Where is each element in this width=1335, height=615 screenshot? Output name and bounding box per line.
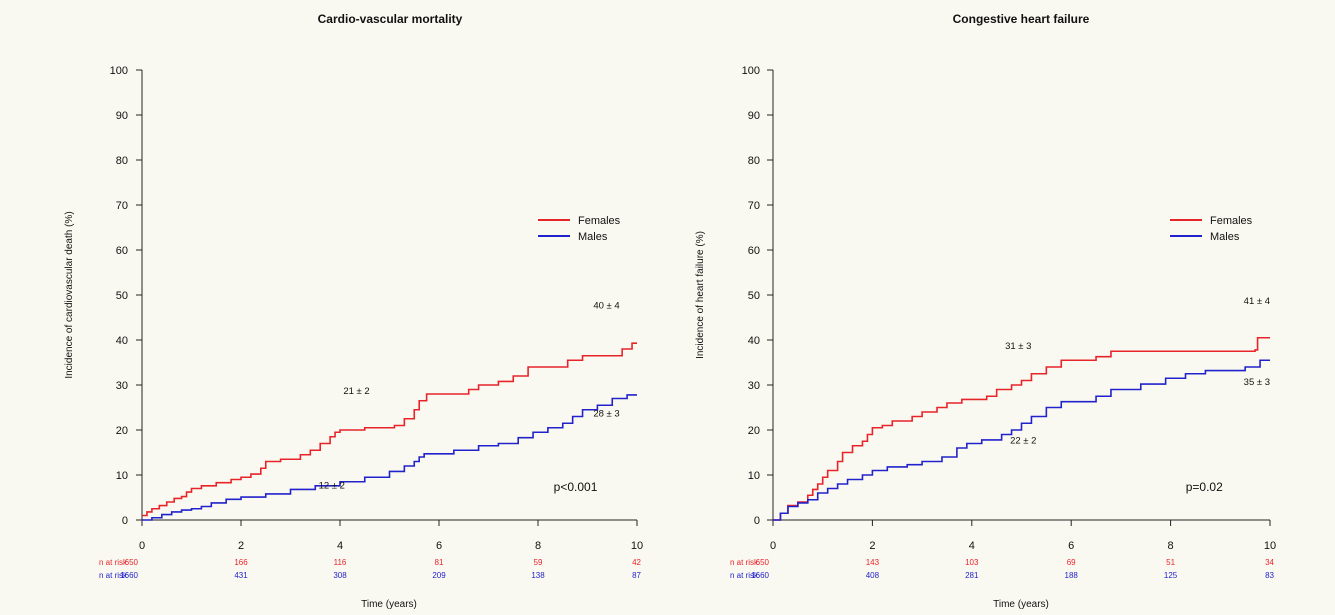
risk-value: 59 (534, 558, 543, 567)
y-tick-label: 70 (116, 200, 128, 212)
legend-label: Females (578, 215, 621, 227)
risk-value: 188 (1065, 571, 1079, 580)
risk-row-label: n at risk (99, 558, 128, 567)
legend-label: Males (1210, 231, 1240, 243)
y-tick-label: 30 (116, 380, 128, 392)
risk-value: 431 (234, 571, 248, 580)
annotation: 22 ± 2 (1010, 436, 1036, 447)
risk-value: 308 (333, 571, 347, 580)
x-tick-label: 10 (631, 540, 643, 552)
series-line-females (773, 336, 1270, 521)
x-tick-label: 2 (238, 540, 244, 552)
risk-value: 42 (632, 558, 641, 567)
y-tick-label: 60 (116, 245, 128, 257)
y-tick-label: 80 (748, 155, 760, 167)
risk-row-label: n at risk (730, 558, 759, 567)
annotation: 12 ± 2 (319, 481, 345, 492)
annotation: p<0.001 (554, 480, 598, 494)
risk-value: 650 (756, 558, 770, 567)
x-tick-label: 8 (535, 540, 541, 552)
x-axis-label: Time (years) (993, 599, 1049, 610)
y-tick-label: 30 (748, 380, 760, 392)
annotation: 40 ± 4 (593, 301, 619, 312)
risk-row-label: n at risk (730, 571, 759, 580)
y-tick-label: 0 (754, 515, 760, 527)
chart-panel-heart-failure: Congestive heart failure Time (years) In… (695, 12, 1276, 610)
y-tick-label: 20 (748, 425, 760, 437)
risk-value: 1660 (751, 571, 769, 580)
annotation: 41 ± 4 (1244, 296, 1270, 307)
y-axis-label: Incidence of cardiovascular death (%) (64, 211, 75, 378)
legend-label: Females (1210, 215, 1253, 227)
x-tick-label: 4 (969, 540, 975, 552)
x-tick-label: 6 (1068, 540, 1074, 552)
risk-value: 408 (866, 571, 880, 580)
risk-value: 34 (1265, 558, 1274, 567)
y-tick-label: 50 (116, 290, 128, 302)
x-tick-label: 0 (770, 540, 776, 552)
x-tick-label: 8 (1168, 540, 1174, 552)
legend-label: Males (578, 231, 608, 243)
risk-value: 138 (531, 571, 545, 580)
chart-panel-cv-mortality: Cardio-vascular mortality Time (years) I… (64, 12, 643, 610)
y-tick-label: 70 (748, 200, 760, 212)
x-tick-label: 0 (139, 540, 145, 552)
risk-value: 116 (334, 558, 347, 567)
series-line-males (142, 394, 637, 521)
x-tick-label: 2 (869, 540, 875, 552)
risk-row-label: n at risk (99, 571, 128, 580)
x-axis-label: Time (years) (361, 599, 417, 610)
y-tick-label: 20 (116, 425, 128, 437)
risk-value: 166 (234, 558, 248, 567)
annotation: 21 ± 2 (343, 386, 369, 397)
x-tick-label: 10 (1264, 540, 1276, 552)
series-line-females (142, 342, 637, 517)
annotation: 35 ± 3 (1244, 377, 1270, 388)
risk-value: 143 (866, 558, 880, 567)
y-tick-label: 90 (116, 110, 128, 122)
chart-title: Congestive heart failure (953, 12, 1090, 26)
y-tick-label: 0 (122, 515, 128, 527)
risk-value: 83 (1265, 571, 1274, 580)
y-tick-label: 80 (116, 155, 128, 167)
risk-value: 103 (965, 558, 979, 567)
risk-value: 209 (432, 571, 446, 580)
risk-value: 87 (632, 571, 641, 580)
y-tick-label: 10 (748, 470, 760, 482)
plot-area: 0 10 20 30 40 50 60 70 80 90 100 0 2 4 6 8 10 Females Male… (99, 65, 643, 580)
x-tick-label: 4 (337, 540, 343, 552)
y-tick-label: 40 (116, 335, 128, 347)
y-tick-label: 50 (748, 290, 760, 302)
x-tick-label: 6 (436, 540, 442, 552)
y-axis-label: Incidence of heart failure (%) (695, 231, 706, 359)
y-tick-label: 90 (748, 110, 760, 122)
y-tick-label: 100 (742, 65, 760, 77)
risk-value: 1660 (120, 571, 138, 580)
y-tick-label: 40 (748, 335, 760, 347)
chart-title: Cardio-vascular mortality (318, 12, 463, 26)
risk-value: 51 (1166, 558, 1175, 567)
risk-value: 69 (1067, 558, 1076, 567)
annotation: 31 ± 3 (1005, 341, 1031, 352)
risk-value: 125 (1164, 571, 1178, 580)
risk-value: 281 (965, 571, 979, 580)
risk-value: 650 (125, 558, 139, 567)
risk-value: 81 (435, 558, 444, 567)
annotation: 28 ± 3 (593, 409, 619, 420)
series-line-males (773, 359, 1270, 521)
y-tick-label: 100 (110, 65, 128, 77)
y-tick-label: 60 (748, 245, 760, 257)
plot-area: 0 10 20 30 40 50 60 70 80 90 100 0 2 4 6 8 10 Females Male… (730, 65, 1276, 580)
annotation: p=0.02 (1186, 480, 1223, 494)
y-tick-label: 10 (116, 470, 128, 482)
